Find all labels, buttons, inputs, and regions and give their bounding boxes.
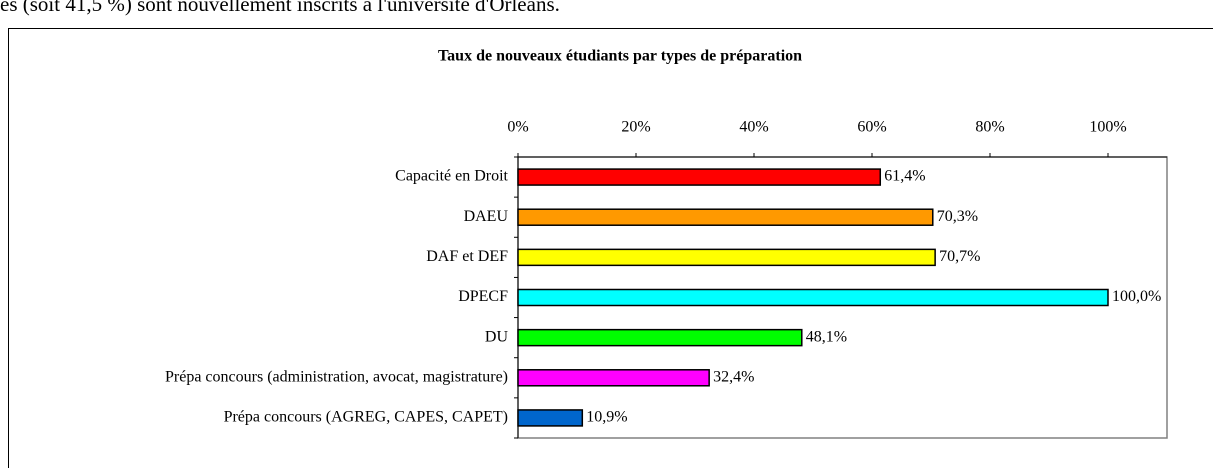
bar bbox=[517, 288, 1109, 307]
bar bbox=[517, 369, 710, 387]
y-tick-label: Capacité en Droit bbox=[395, 168, 508, 185]
x-tick-label: 60% bbox=[857, 119, 886, 136]
value-label: 48,1% bbox=[806, 328, 847, 345]
y-tick-label: DAF et DEF bbox=[426, 248, 508, 265]
y-tick-label: DPECF bbox=[458, 288, 508, 305]
value-label: 100,0% bbox=[1112, 288, 1161, 305]
y-tick-label: DAEU bbox=[464, 208, 509, 225]
x-tick-label: 40% bbox=[739, 119, 768, 136]
y-tick-label: Prépa concours (AGREG, CAPES, CAPET) bbox=[224, 409, 508, 426]
bar bbox=[517, 208, 934, 226]
body-text: es (soit 41,5 %) sont nouvellement inscr… bbox=[0, 0, 560, 16]
x-tick-label: 80% bbox=[975, 119, 1004, 136]
value-label: 70,3% bbox=[937, 208, 978, 225]
y-tick-label: Prépa concours (administration, avocat, … bbox=[165, 368, 508, 385]
y-tick-label: DU bbox=[485, 328, 509, 345]
bar bbox=[517, 409, 584, 427]
bar bbox=[517, 328, 803, 347]
x-tick-label: 100% bbox=[1089, 119, 1126, 136]
value-label: 32,4% bbox=[713, 368, 754, 385]
chart-frame bbox=[8, 28, 1213, 468]
chart-title: Taux de nouveaux étudiants par types de … bbox=[438, 48, 802, 65]
value-label: 10,9% bbox=[586, 409, 627, 426]
value-label: 61,4% bbox=[884, 168, 925, 185]
bar bbox=[517, 168, 882, 186]
value-label: 70,7% bbox=[939, 248, 980, 265]
x-tick-label: 0% bbox=[507, 119, 528, 136]
bar bbox=[517, 248, 936, 267]
x-tick-label: 20% bbox=[621, 119, 650, 136]
